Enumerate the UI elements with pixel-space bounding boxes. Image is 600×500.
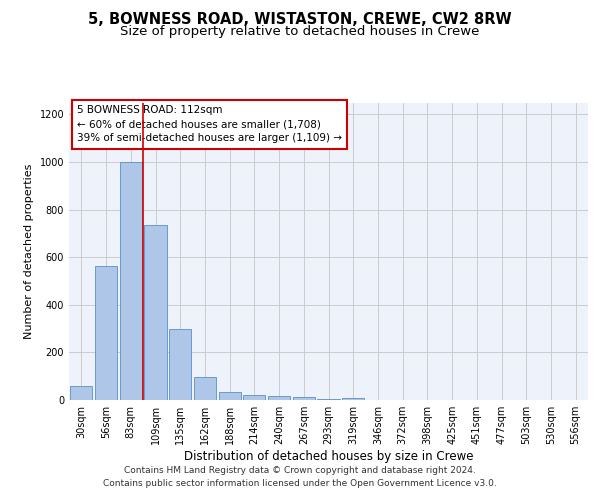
Bar — [119, 162, 142, 400]
Text: Contains HM Land Registry data © Crown copyright and database right 2024.
Contai: Contains HM Land Registry data © Crown c… — [103, 466, 497, 487]
Text: 5, BOWNESS ROAD, WISTASTON, CREWE, CW2 8RW: 5, BOWNESS ROAD, WISTASTON, CREWE, CW2 8… — [88, 12, 512, 28]
Bar — [194, 378, 216, 400]
Bar — [145, 225, 167, 400]
Bar — [70, 386, 92, 400]
Bar — [268, 396, 290, 400]
Bar — [342, 398, 364, 400]
Bar — [317, 399, 340, 400]
X-axis label: Distribution of detached houses by size in Crewe: Distribution of detached houses by size … — [184, 450, 473, 463]
Bar — [169, 328, 191, 400]
Bar — [243, 395, 265, 400]
Y-axis label: Number of detached properties: Number of detached properties — [24, 164, 34, 339]
Bar — [95, 266, 117, 400]
Bar — [293, 397, 315, 400]
Bar — [218, 392, 241, 400]
Text: 5 BOWNESS ROAD: 112sqm
← 60% of detached houses are smaller (1,708)
39% of semi-: 5 BOWNESS ROAD: 112sqm ← 60% of detached… — [77, 106, 342, 144]
Text: Size of property relative to detached houses in Crewe: Size of property relative to detached ho… — [121, 25, 479, 38]
